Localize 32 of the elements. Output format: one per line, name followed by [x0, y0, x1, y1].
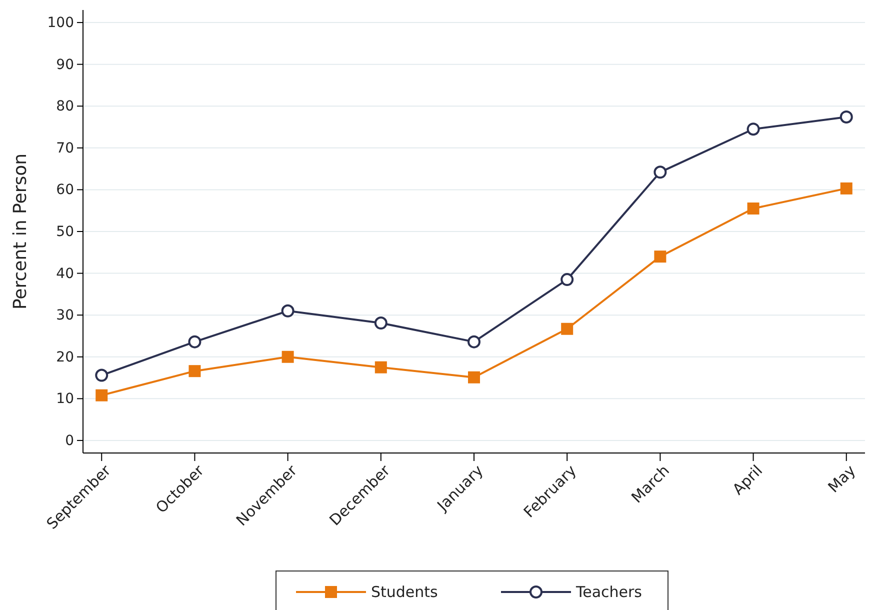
y-tick-label: 90 [56, 56, 74, 73]
y-tick-label: 0 [65, 432, 74, 449]
point [188, 335, 202, 348]
y-tick-label: 60 [56, 182, 74, 198]
point [840, 110, 853, 124]
point [746, 122, 760, 136]
point [95, 368, 108, 382]
point [282, 350, 294, 363]
y-tick-label: 30 [56, 308, 74, 324]
point [747, 202, 760, 215]
y-tick-label: 20 [56, 349, 74, 366]
point [468, 335, 480, 348]
legend-label: Students [371, 583, 438, 601]
y-tick-label: 70 [56, 140, 74, 156]
y-tick-label: 40 [56, 266, 74, 282]
legend-label: Teachers [575, 583, 642, 601]
point [561, 322, 574, 335]
point [374, 361, 387, 374]
y-tick-label: 100 [47, 15, 74, 32]
y-axis-title: Percent in Person [10, 153, 31, 310]
point [654, 166, 667, 179]
point [468, 371, 480, 384]
point [281, 304, 294, 318]
point [374, 316, 388, 330]
point [840, 182, 852, 194]
y-tick-label: 50 [56, 224, 74, 240]
point [560, 273, 574, 286]
point [188, 365, 201, 378]
point [654, 250, 666, 263]
point [96, 389, 108, 402]
y-tick-label: 10 [56, 391, 74, 408]
y-tick-label: 80 [56, 98, 74, 115]
